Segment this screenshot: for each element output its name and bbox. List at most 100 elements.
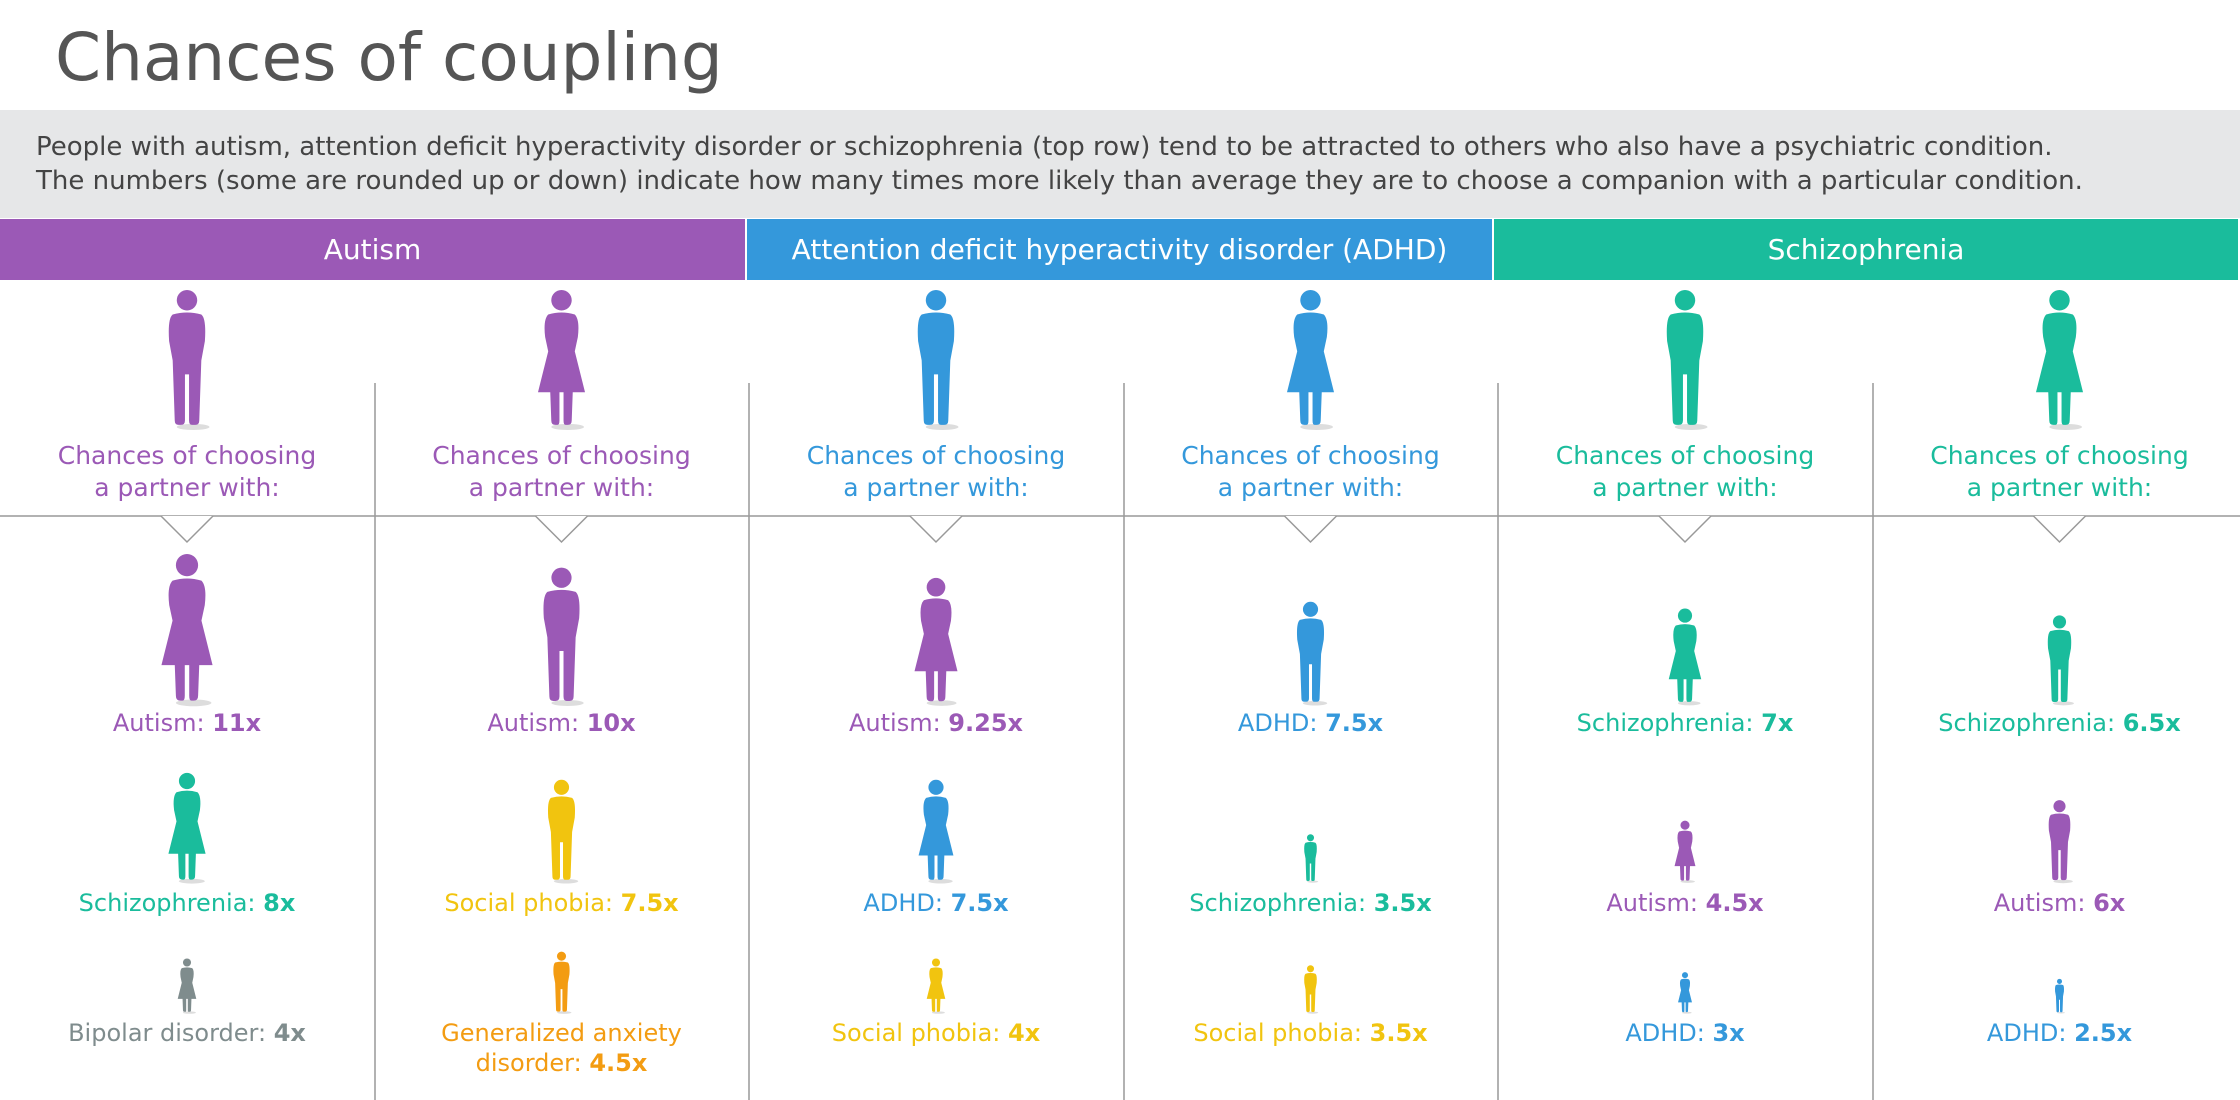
prompt-line-2: a partner with: [94,473,280,502]
partner-name: ADHD: [1237,709,1326,737]
partner-figure-bipolar [177,958,197,1014]
partner-name: Schizophrenia: [78,889,264,917]
subject-figure-autism-female [537,290,586,431]
partner-figure-schizophrenia [168,772,206,884]
partner-figure-autism [161,554,213,707]
partner-label: Autism: 4.5x [1500,888,1870,918]
partner-label: ADHD: 2.5x [1875,1018,2240,1048]
subject-figure-adhd-female [1286,290,1335,431]
partner-name: Autism: [487,709,587,737]
partner-label: Generalized anxiety disorder: 4.5x [377,1018,747,1078]
pointer-notch [160,515,214,544]
partner-value: 6x [2093,889,2126,917]
partner-figure-social_phobia [926,958,946,1014]
partner-figure-schizophrenia [2047,615,2074,706]
intro-line-1: People with autism, attention deficit hy… [36,132,2053,162]
prompt-line-1: Chances of choosing [1930,441,2189,470]
prompt-line-2: a partner with: [468,473,655,502]
partner-name: Social phobia: [831,1019,1009,1047]
partner-label: Social phobia: 7.5x [377,888,747,918]
partner-label: Bipolar disorder: 4x [2,1018,372,1048]
partner-name: Schizophrenia: [1189,889,1374,917]
partner-figure-anxiety [553,951,572,1014]
partner-name: Schizophrenia: [1576,709,1762,737]
partner-value: 4.5x [589,1049,648,1077]
partner-name: Generalized anxiety [441,1019,682,1047]
partner-figure-schizophrenia [1304,834,1319,883]
partner-label: Autism: 11x [2,708,372,738]
intro-box: People with autism, attention deficit hy… [0,110,2240,218]
pointer-notch [534,515,589,544]
partner-value: 4.5x [1705,889,1764,917]
prompt-line-1: Chances of choosing [806,441,1066,470]
partner-figure-autism [914,577,958,706]
prompt-line-2: a partner with: [1966,473,2153,502]
partner-figure-social_phobia [1304,965,1319,1014]
partner-name: Autism: [1606,889,1706,917]
partner-name: Social phobia: [444,889,621,917]
partner-value: 7x [1761,709,1794,737]
partner-name: ADHD: [1986,1019,2075,1047]
partner-value: 7.5x [950,889,1009,917]
partner-name: Bipolar disorder: [68,1019,274,1047]
partner-label: ADHD: 7.5x [1126,708,1496,738]
partner-name: ADHD: [863,889,951,917]
partner-label: Social phobia: 3.5x [1126,1018,1496,1048]
column-prompt: Chances of choosing a partner with: [751,440,1121,504]
partner-value: 2.5x [2074,1019,2133,1047]
partner-name-2: disorder: [475,1049,590,1077]
partner-label: Autism: 10x [377,708,747,738]
pointer-notch [909,515,963,544]
partner-value: 6.5x [2122,709,2181,737]
group-header-schizophrenia: Schizophrenia [1494,219,2238,280]
partner-figure-autism [2048,800,2073,884]
prompt-line-1: Chances of choosing [1555,441,1815,470]
column-prompt: Chances of choosing a partner with: [377,440,747,504]
partner-name: Social phobia: [1193,1019,1370,1047]
group-header-adhd: Attention deficit hyperactivity disorder… [747,219,1492,280]
prompt-line-1: Chances of choosing [1181,441,1440,470]
partner-value: 11x [212,709,262,737]
partner-figure-adhd [1678,972,1692,1014]
partner-name: Autism: [848,709,949,737]
partner-label: Schizophrenia: 3.5x [1126,888,1496,918]
prompt-line-1: Chances of choosing [57,441,317,470]
partner-label: Schizophrenia: 6.5x [1875,708,2240,738]
partner-label: Schizophrenia: 8x [2,888,372,918]
partner-value: 3.5x [1369,1019,1428,1047]
partner-value: 8x [263,889,296,917]
subject-figure-autism-male [168,290,210,431]
subject-figure-schizophrenia-female [2035,290,2084,431]
partner-name: Autism: [1993,889,2094,917]
partner-figure-autism [543,567,584,707]
partner-label: ADHD: 3x [1500,1018,1870,1048]
partner-figure-autism [1674,820,1696,883]
prompt-line-2: a partner with: [1592,473,1778,502]
partner-name: Schizophrenia: [1938,709,2123,737]
group-header-autism: Autism [0,219,745,280]
partner-label: ADHD: 7.5x [751,888,1121,918]
pointer-notch [2032,515,2087,544]
partner-value: 7.5x [1325,709,1384,737]
intro-line-2: The numbers (some are rounded up or down… [36,166,2083,196]
partner-figure-schizophrenia [1668,608,1702,706]
page-title: Chances of coupling [55,19,723,96]
partner-value: 3x [1712,1019,1745,1047]
partner-name-cont: disorder: 4.5x [377,1048,747,1078]
partner-figure-adhd [2054,978,2066,1014]
pointer-notch [1658,515,1712,544]
partner-value: 3.5x [1373,889,1432,917]
subject-figure-adhd-male [917,290,959,431]
partner-name: ADHD: [1625,1019,1713,1047]
subject-figure-schizophrenia-male [1666,290,1708,431]
partner-figure-social_phobia [547,779,579,884]
partner-label: Social phobia: 4x [751,1018,1121,1048]
column-prompt: Chances of choosing a partner with: [1126,440,1496,504]
prompt-line-2: a partner with: [1217,473,1404,502]
partner-name: Autism: [112,709,213,737]
partner-figure-adhd [918,779,954,884]
partner-label: Autism: 9.25x [751,708,1121,738]
column-prompt: Chances of choosing a partner with: [1875,440,2240,504]
partner-label: Autism: 6x [1875,888,2240,918]
